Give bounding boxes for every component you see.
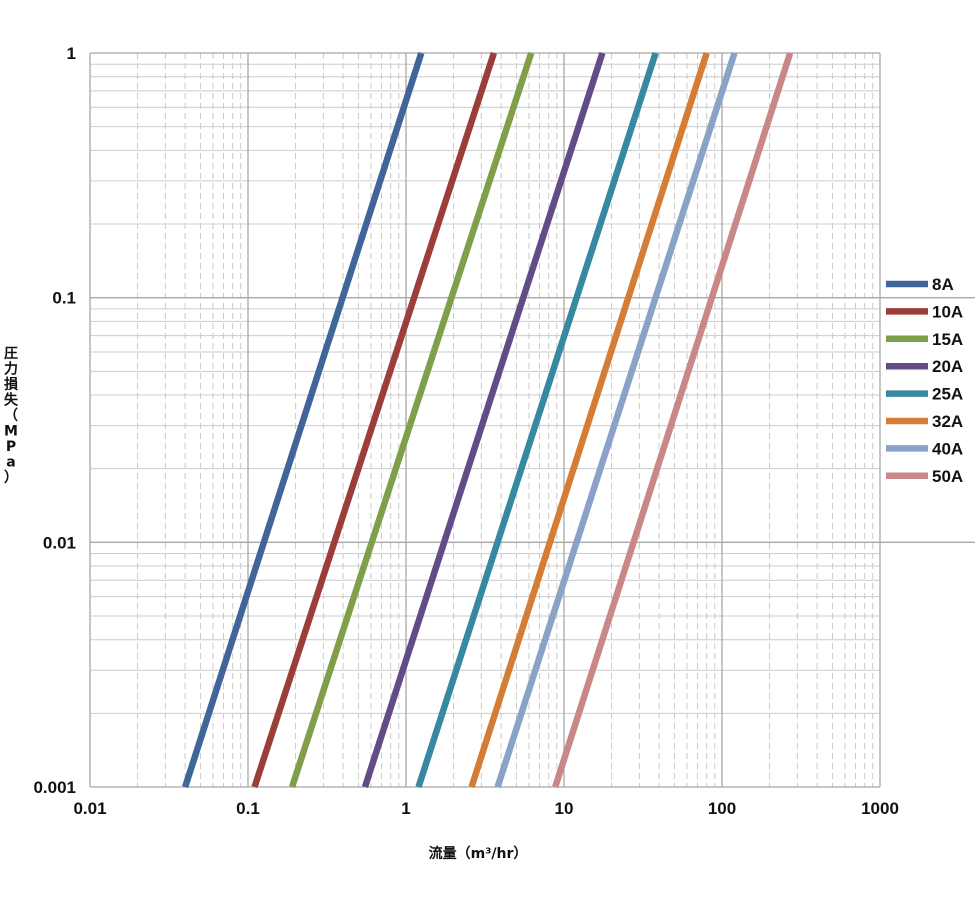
legend-label-50A: 50A (932, 467, 963, 486)
series-line-50A (552, 52, 794, 788)
major-grid (89, 52, 975, 788)
y-axis-title-char: 力 (4, 361, 18, 378)
series-line-25A (415, 52, 659, 788)
x-axis-title: 流量（m³/hr） (429, 845, 528, 862)
series-line-10A (251, 51, 497, 789)
legend-label-32A: 32A (932, 412, 963, 431)
series-line-15A (288, 51, 535, 789)
y-axis-title-char: P (6, 439, 16, 455)
y-axis-ticks: 0.001 0.01 0.1 1 (33, 44, 76, 797)
x-tick-label: 10 (555, 799, 574, 818)
y-axis-title-char: ） (4, 470, 18, 486)
x-axis-ticks: 0.01 0.1 1 10 100 1000 (73, 799, 898, 818)
y-axis-title-char: 損 (4, 376, 19, 393)
y-axis-title-char: 圧 (4, 346, 18, 362)
legend-label-25A: 25A (932, 385, 963, 404)
y-axis-title-char: （ (4, 408, 18, 424)
y-tick-label: 0.1 (52, 289, 76, 308)
series-line-32A (468, 52, 710, 788)
series-line-8A (182, 52, 425, 788)
series-line-20A (361, 51, 606, 789)
series-lines (182, 51, 794, 789)
y-axis-title-char: M (4, 424, 18, 440)
legend: 8A 10A 15A 20A 25A 32A 40A 50A (886, 275, 963, 486)
minor-grid (90, 53, 880, 787)
legend-label-10A: 10A (932, 302, 963, 321)
x-tick-label: 0.1 (236, 799, 260, 818)
legend-label-15A: 15A (932, 330, 963, 349)
x-tick-label: 0.01 (73, 799, 106, 818)
y-tick-label: 1 (67, 44, 76, 63)
y-axis-title-char: 失 (4, 392, 19, 409)
legend-label-20A: 20A (932, 357, 963, 376)
legend-label-8A: 8A (932, 275, 954, 294)
legend-label-40A: 40A (932, 439, 963, 458)
series-line-40A (494, 52, 738, 788)
y-tick-label: 0.001 (33, 778, 76, 797)
y-axis-title-char: a (6, 455, 15, 471)
x-tick-label: 100 (708, 799, 736, 818)
x-tick-label: 1 (401, 799, 410, 818)
y-tick-label: 0.01 (43, 533, 76, 552)
x-tick-label: 1000 (861, 799, 899, 818)
